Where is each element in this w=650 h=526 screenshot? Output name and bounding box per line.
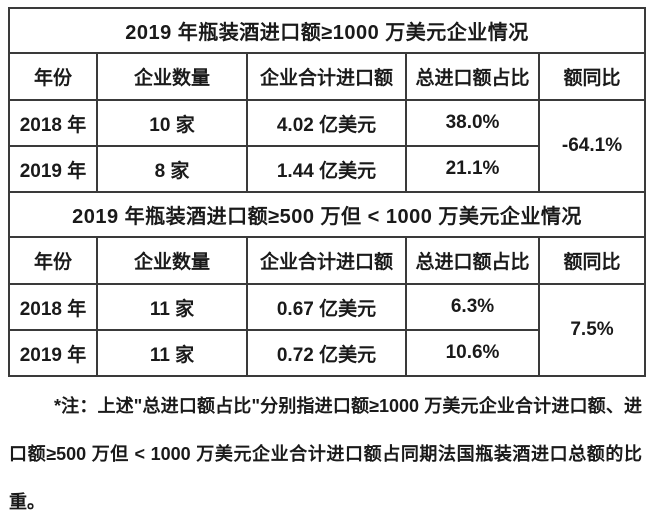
section1-yoy-cell: -64.1% [537, 99, 647, 193]
section2-header-yoy: 额同比 [537, 236, 647, 285]
section2-header-share: 总进口额占比 [405, 236, 540, 285]
section2-header-company-count: 企业数量 [96, 236, 248, 285]
section2-title-row: 2019 年瓶装酒进口额≥500 万但 < 1000 万美元企业情况 [7, 191, 647, 238]
share-cell: 10.6% [405, 329, 540, 377]
section1-header-year: 年份 [8, 52, 98, 101]
section1-header-share: 总进口额占比 [405, 52, 540, 101]
total-import-cell: 0.67 亿美元 [246, 283, 407, 331]
share-cell: 38.0% [405, 99, 540, 147]
section2-header-total-import: 企业合计进口额 [246, 236, 407, 285]
year-cell: 2018 年 [8, 99, 98, 147]
company-count-cell: 11 家 [96, 283, 248, 331]
company-count-cell: 11 家 [96, 329, 248, 377]
section2-row-2019: 2019 年 11 家 0.72 亿美元 10.6% [8, 329, 645, 377]
total-import-cell: 0.72 亿美元 [246, 329, 407, 377]
section1-title-row: 2019 年瓶装酒进口额≥1000 万美元企业情况 [7, 7, 647, 54]
share-cell: 6.3% [405, 283, 540, 331]
year-cell: 2018 年 [8, 283, 98, 331]
section2-header-row: 年份 企业数量 企业合计进口额 总进口额占比 额同比 [8, 236, 647, 285]
share-cell: 21.1% [405, 145, 540, 193]
section1-header-company-count: 企业数量 [96, 52, 248, 101]
wine-import-table: 2019 年瓶装酒进口额≥1000 万美元企业情况 年份 企业数量 企业合计进口… [7, 7, 647, 377]
section1-row-2018: 2018 年 10 家 4.02 亿美元 38.0% -64.1% [8, 99, 647, 193]
section1-header-row: 年份 企业数量 企业合计进口额 总进口额占比 额同比 [8, 52, 647, 101]
section2-header-year: 年份 [8, 236, 98, 285]
footnote-line-1: *注：上述"总进口额占比"分别指进口额≥1000 万美元企业合计进口额、进 [54, 396, 642, 416]
total-import-cell: 1.44 亿美元 [246, 145, 407, 193]
company-count-cell: 8 家 [96, 145, 248, 193]
year-cell: 2019 年 [8, 329, 98, 377]
section1-header-yoy: 额同比 [537, 52, 647, 101]
total-import-cell: 4.02 亿美元 [246, 99, 407, 147]
section2-row-2018: 2018 年 11 家 0.67 亿美元 6.3% 7.5% [8, 283, 647, 377]
footnote-line-2: 口额≥500 万但 < 1000 万美元企业合计进口额占同期法国瓶装酒进口总额的… [9, 444, 642, 464]
year-cell: 2019 年 [8, 145, 98, 193]
section1-title: 2019 年瓶装酒进口额≥1000 万美元企业情况 [7, 7, 647, 54]
section2-title: 2019 年瓶装酒进口额≥500 万但 < 1000 万美元企业情况 [7, 191, 647, 238]
footnote-paragraph: *注：上述"总进口额占比"分别指进口额≥1000 万美元企业合计进口额、进 口额… [9, 382, 642, 526]
company-count-cell: 10 家 [96, 99, 248, 147]
section1-row-2019: 2019 年 8 家 1.44 亿美元 21.1% [8, 145, 645, 193]
footnote-line-3: 重。 [9, 492, 45, 512]
section1-header-total-import: 企业合计进口额 [246, 52, 407, 101]
section2-yoy-cell: 7.5% [537, 283, 647, 377]
